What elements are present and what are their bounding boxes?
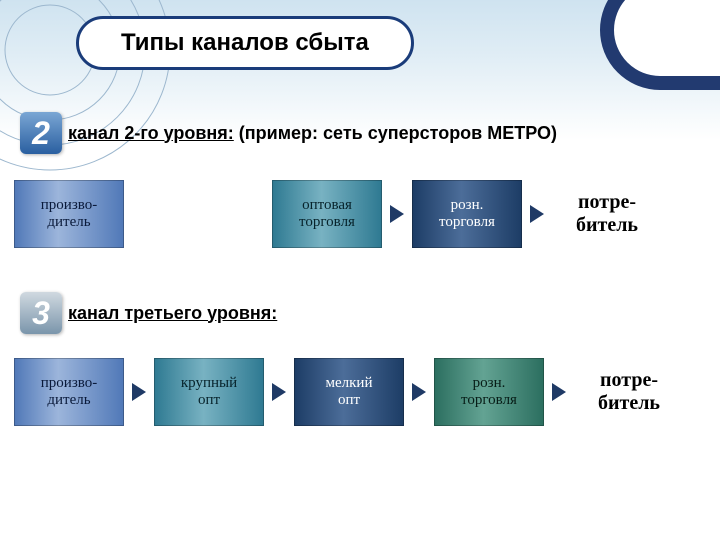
level2-box-producer: произво-дитель [14,180,124,248]
level2-flow: произво-дитель оптоваяторговля розн.торг… [14,180,662,248]
level3-label-underlined: канал третьего уровня: [68,303,277,323]
level2-label-underlined: канал 2-го уровня: [68,123,234,143]
title-pill: Типы каналов сбыта [76,16,414,70]
level2-label-rest: (пример: сеть суперсторов МЕТРО) [234,123,557,143]
page-title: Типы каналов сбыта [121,29,369,56]
title-container: Типы каналов сбыта [76,16,414,70]
arrow-icon [390,205,404,223]
level3-box-consumer: потре-битель [574,358,684,426]
level3-label: канал третьего уровня: [68,303,277,324]
arrow-icon [132,383,146,401]
arrow-icon [530,205,544,223]
arrow-icon [272,383,286,401]
arrow-icon [412,383,426,401]
arrow-icon [552,383,566,401]
number-badge-2: 2 [20,112,62,154]
number-badge-3: 3 [20,292,62,334]
level2-box-retail: розн.торговля [412,180,522,248]
level3-box-small-whole: мелкийопт [294,358,404,426]
level3-box-retail: розн.торговля [434,358,544,426]
level3-flow: произво-дитель крупныйопт мелкийопт розн… [14,358,684,426]
level2-box-wholesale: оптоваяторговля [272,180,382,248]
level3-box-big-whole: крупныйопт [154,358,264,426]
level2-label: канал 2-го уровня: (пример: сеть суперст… [68,123,557,144]
level2-header: 2 канал 2-го уровня: (пример: сеть супер… [20,112,557,154]
level2-box-consumer: потре-битель [552,180,662,248]
level3-box-producer: произво-дитель [14,358,124,426]
level3-header: 3 канал третьего уровня: [20,292,277,334]
